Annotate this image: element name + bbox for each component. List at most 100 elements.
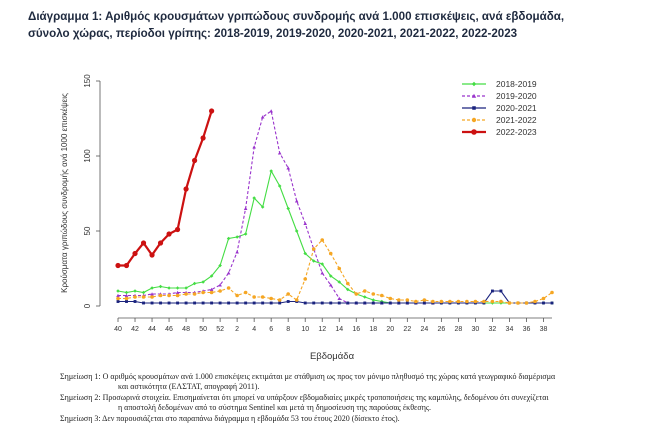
data-point <box>116 300 120 303</box>
data-point <box>354 301 358 305</box>
data-point <box>269 169 273 173</box>
data-point <box>473 299 478 304</box>
x-tick-label: 4 <box>252 326 256 333</box>
data-point <box>201 290 205 295</box>
footnote-2-line-2: η αποστολή δεδομένων από το σύστημα Sent… <box>118 403 432 413</box>
data-point <box>243 290 248 295</box>
data-point <box>422 298 427 302</box>
data-point <box>405 301 409 305</box>
data-point <box>371 298 376 302</box>
data-point <box>193 301 197 305</box>
data-point <box>149 252 155 258</box>
data-point <box>150 301 154 305</box>
data-point <box>252 145 256 149</box>
data-point <box>184 292 188 296</box>
data-point <box>269 109 273 113</box>
data-point <box>533 299 537 304</box>
data-point <box>277 184 282 188</box>
data-point <box>218 263 222 268</box>
data-point <box>311 247 316 251</box>
x-tick-label: 44 <box>148 326 156 333</box>
chart-title: Διάγραμμα 1: Αριθμός κρουσμάτων γριπώδου… <box>28 8 628 42</box>
data-point <box>524 301 529 305</box>
data-point <box>243 232 248 236</box>
data-point <box>294 199 299 203</box>
data-point <box>175 286 180 290</box>
data-point <box>252 301 256 305</box>
data-point <box>439 299 444 304</box>
data-point <box>328 283 333 287</box>
data-point <box>465 299 469 304</box>
data-point <box>337 301 341 305</box>
data-point <box>201 280 205 284</box>
footnote-3-line-1: Σημείωση 3: Δεν παρουσιάζεται στο παραπά… <box>60 413 400 423</box>
data-point <box>346 301 350 305</box>
data-point <box>507 301 512 305</box>
x-tick-label: 16 <box>352 326 360 333</box>
data-point <box>142 301 145 305</box>
data-point <box>226 286 231 290</box>
data-point <box>184 286 188 290</box>
footnote-1-line-2: και αστικότητα (ΕΛΣΤΑΤ, απογραφή 2011). <box>118 382 260 392</box>
data-point <box>133 289 137 293</box>
series-line-2018-2019 <box>117 169 552 304</box>
data-point <box>261 301 265 305</box>
x-tick-label: 8 <box>286 326 290 333</box>
data-point <box>183 186 189 192</box>
data-point <box>133 300 137 303</box>
legend-marker-2022-2023 <box>471 129 477 135</box>
y-tick-label: 100 <box>83 149 92 163</box>
data-point <box>320 238 325 242</box>
data-point <box>159 301 162 305</box>
data-point <box>286 166 290 170</box>
data-point <box>371 292 376 296</box>
data-point <box>226 271 231 275</box>
data-point <box>516 301 520 305</box>
legend-marker-2018-2019 <box>471 81 477 87</box>
data-point <box>303 221 308 225</box>
data-point <box>542 301 545 305</box>
y-axis-label: Κρούσματα γριπώδους συνδρομής ανά 1000 ε… <box>60 93 69 293</box>
data-point <box>312 301 316 305</box>
data-point <box>123 262 130 269</box>
data-point <box>191 157 198 164</box>
legend-marker-2019-2020 <box>471 93 477 98</box>
x-tick-label: 36 <box>523 326 531 333</box>
data-point <box>226 236 231 241</box>
data-point <box>490 289 494 293</box>
data-point <box>337 266 342 271</box>
data-point <box>362 289 367 293</box>
data-point <box>167 301 171 305</box>
data-point <box>303 277 308 281</box>
data-point <box>320 301 324 305</box>
data-point <box>227 301 231 305</box>
data-point <box>252 196 256 200</box>
data-point <box>422 301 426 305</box>
data-point <box>303 301 307 305</box>
title-line-2: σύνολο χώρας, περίοδοι γρίπης: 2018-2019… <box>28 27 518 40</box>
data-point <box>116 293 120 297</box>
x-tick-label: 34 <box>506 326 514 333</box>
data-point <box>124 293 129 297</box>
data-point <box>337 280 342 284</box>
data-point <box>397 298 401 302</box>
x-tick-label: 22 <box>403 326 411 333</box>
data-point <box>124 296 129 301</box>
y-tick-label: 150 <box>83 74 92 88</box>
x-tick-label: 50 <box>199 326 207 333</box>
x-tick-label: 2 <box>235 326 239 333</box>
x-tick-label: 10 <box>301 326 309 333</box>
data-point <box>286 206 290 211</box>
series-2019-2020 <box>116 109 435 305</box>
data-point <box>167 293 171 298</box>
line-chart: Κρούσματα γριπώδους συνδρομής ανά 1000 ε… <box>60 74 554 362</box>
data-point <box>345 287 350 292</box>
data-point <box>235 235 239 239</box>
x-tick-label: 30 <box>472 326 480 333</box>
data-point <box>362 295 367 299</box>
title-line-1: Διάγραμμα 1: Αριθμός κρουσμάτων γριπώδου… <box>28 10 565 23</box>
data-point <box>175 290 180 294</box>
series-2022-2023 <box>115 108 215 269</box>
data-point <box>286 292 290 296</box>
